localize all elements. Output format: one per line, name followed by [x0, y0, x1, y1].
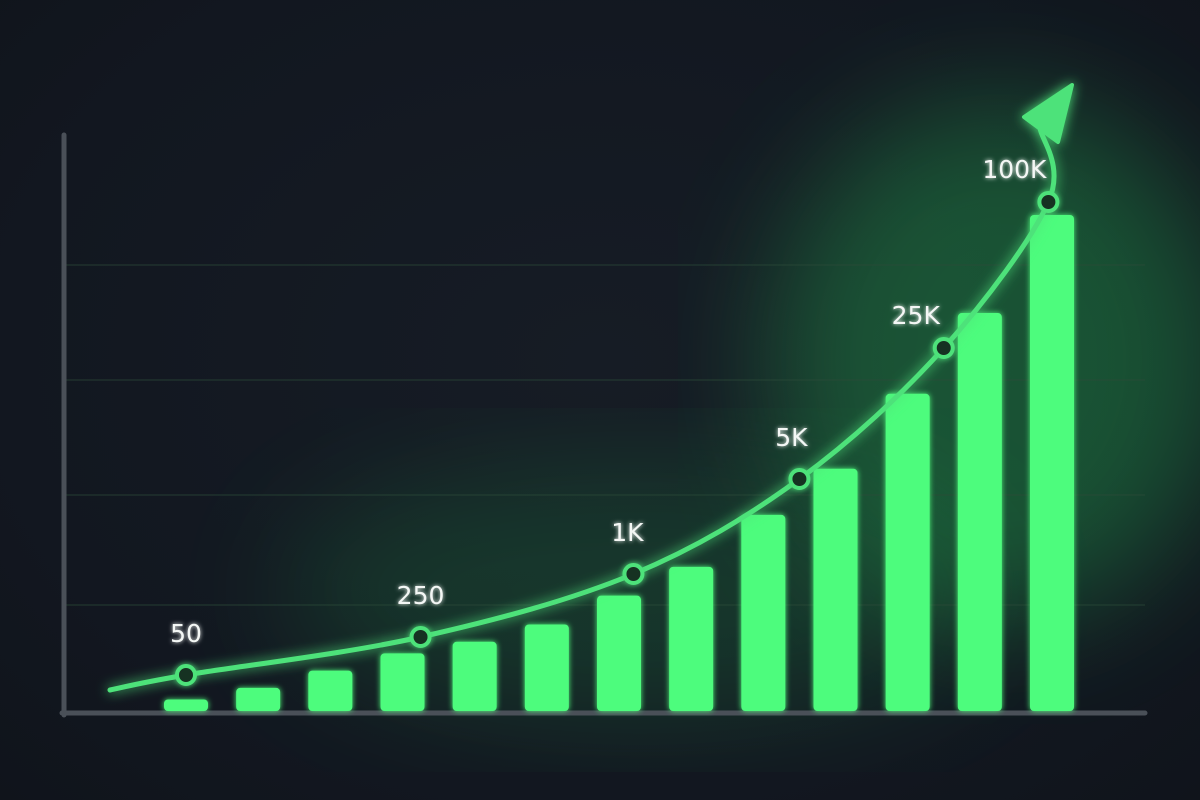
bar: [308, 670, 353, 711]
bar: [380, 653, 425, 711]
data-point-marker: [788, 468, 811, 490]
bar: [669, 566, 714, 711]
bar: [741, 514, 786, 711]
trend-line: [107, 125, 1057, 693]
point-label: 25K: [892, 301, 941, 330]
bar: [813, 468, 858, 711]
data-point-marker: [409, 626, 432, 648]
point-label: 50: [170, 619, 202, 648]
bar: [164, 699, 208, 711]
point-label: 1K: [611, 518, 644, 547]
bar: [957, 313, 1002, 711]
arrow-head-icon: [1022, 83, 1074, 144]
point-label: 100K: [982, 155, 1047, 184]
bar: [885, 393, 930, 711]
bar: [452, 641, 497, 711]
point-label: 5K: [775, 423, 808, 452]
bar: [524, 624, 569, 711]
bar: [236, 687, 281, 711]
point-labels: 50 250 1K 5K 25K 100K: [170, 155, 1047, 648]
data-point-marker: [1037, 191, 1060, 213]
bars: [164, 215, 1074, 711]
data-point-marker: [932, 337, 955, 359]
bar: [597, 595, 641, 711]
data-point-marker: [175, 664, 197, 686]
data-point-marker: [622, 563, 645, 585]
axes: [59, 132, 1148, 718]
point-label: 250: [397, 581, 445, 610]
trend-line-group: [107, 83, 1074, 693]
bar: [1030, 215, 1074, 711]
